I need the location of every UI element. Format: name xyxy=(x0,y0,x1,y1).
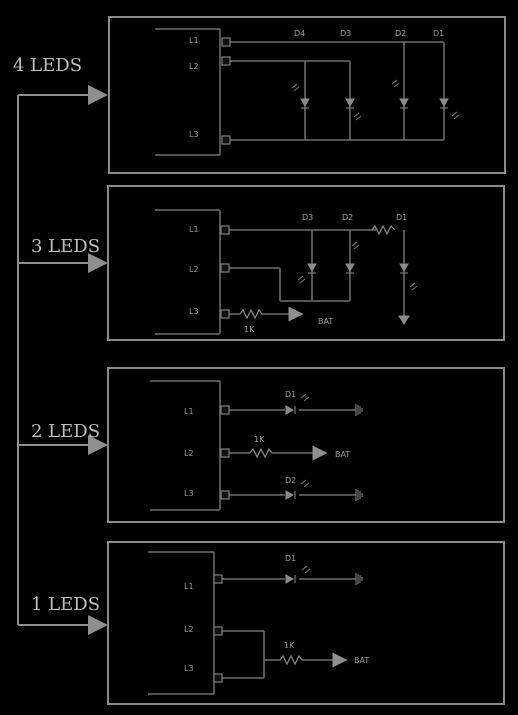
section-3-leds-d1-label: D1 xyxy=(396,213,407,222)
section-4-leds-d1-glow-icon xyxy=(451,111,460,120)
section-2-leds-l3-connector xyxy=(220,490,230,500)
section-3-leds-d3-glow-icon xyxy=(297,275,306,284)
section-4-leds-title: 4 LEDS xyxy=(13,55,82,76)
section-4-leds-d2-glow-icon xyxy=(391,79,400,88)
section-1-leds-ground-icon xyxy=(355,573,363,585)
section-2-leds: 2 LEDS L1 L2 L3 D1 D2 xyxy=(31,367,505,523)
section-1-leds-resistor-label: 1K xyxy=(284,641,295,650)
section-2-leds-bat-label: BAT xyxy=(335,450,350,459)
section-1-leds-l3-connector xyxy=(213,673,223,683)
section-4-leds-d2-icon xyxy=(399,98,409,108)
section-1-leds-l2-label: L2 xyxy=(184,625,194,634)
section-3-leds-l2-connector xyxy=(220,263,230,273)
section-4-leds-l3-label: L3 xyxy=(189,130,199,139)
section-2-leds-d1-label: D1 xyxy=(285,390,296,399)
section-4-leds-l1-label: L1 xyxy=(189,36,199,45)
section-1-leds-d1-label: D1 xyxy=(285,554,296,563)
section-3-leds-l1-label: L1 xyxy=(189,225,199,234)
section-3-leds-top-resistor-icon xyxy=(371,224,396,236)
section-2-leds-d2-glow-icon xyxy=(300,479,310,488)
section-3-leds-resistor-label: 1K xyxy=(244,325,255,334)
section-2-leds-title: 2 LEDS xyxy=(31,421,100,442)
section-2-leds-l3-label: L3 xyxy=(184,489,194,498)
section-4-leds-d3-glow-icon xyxy=(353,112,362,121)
section-1-leds-d1-glow-icon xyxy=(301,565,311,574)
section-2-leds-ground-1-icon xyxy=(355,404,363,416)
section-3-leds-l3-label: L3 xyxy=(189,307,199,316)
section-2-leds-d1-glow-icon xyxy=(300,393,310,402)
left-bus xyxy=(17,85,108,635)
section-2-leds-d1-icon xyxy=(285,405,295,415)
section-3-leds-d1-icon xyxy=(399,263,409,273)
section-4-leds-l2-connector xyxy=(221,56,231,66)
section-3-leds-d2-icon xyxy=(345,263,355,273)
section-3-leds-bat-label: BAT xyxy=(318,317,333,326)
section-4-leds-d2-label: D2 xyxy=(395,29,406,38)
section-1-leds-bat-label: BAT xyxy=(354,656,369,665)
section-4-leds-d4-glow-icon xyxy=(291,83,300,92)
section-3-leds-d2-glow-icon xyxy=(351,241,360,250)
section-2-leds-d2-label: D2 xyxy=(285,476,296,485)
section-3-leds-d3-label: D3 xyxy=(302,213,313,222)
section-4-leds-frame xyxy=(108,16,506,174)
section-3-leds-l1-connector xyxy=(220,225,230,235)
section-2-leds-d2-icon xyxy=(285,490,295,500)
section-3-leds: 3 LEDS L1 L2 L3 D3 D2 D1 1K xyxy=(31,185,505,341)
section-4-leds-d3-label: D3 xyxy=(340,29,351,38)
section-1-leds: 1 LEDS L1 L2 L3 D1 1K B xyxy=(31,541,505,705)
section-2-leds-resistor-label: 1K xyxy=(254,435,265,444)
section-3-leds-l3-connector xyxy=(220,309,230,319)
section-4-leds-d4-label: D4 xyxy=(294,29,305,38)
section-1-leds-frame xyxy=(107,541,505,705)
section-2-leds-resistor-icon xyxy=(249,447,273,459)
section-1-leds-l1-connector xyxy=(213,574,223,584)
section-3-leds-ground-icon xyxy=(398,315,410,325)
section-3-leds-d1-glow-icon xyxy=(409,282,418,291)
section-2-leds-l1-label: L1 xyxy=(184,407,194,416)
section-4-leds-l2-label: L2 xyxy=(189,62,199,71)
section-3-leds-bottom-resistor-icon xyxy=(239,308,263,320)
section-3-leds-title: 3 LEDS xyxy=(31,236,100,257)
section-4-leds-l1-connector xyxy=(221,37,231,47)
section-2-leds-frame xyxy=(107,367,505,523)
section-2-leds-l2-connector xyxy=(220,448,230,458)
section-1-leds-title: 1 LEDS xyxy=(31,594,100,615)
section-2-leds-l1-connector xyxy=(220,405,230,415)
section-4-leds-d1-icon xyxy=(439,98,449,108)
section-3-leds-d3-icon xyxy=(307,263,317,273)
section-4-leds-d3-icon xyxy=(345,98,355,108)
section-2-leds-l2-label: L2 xyxy=(184,449,194,458)
section-1-leds-l2-connector xyxy=(213,626,223,636)
section-3-leds-frame xyxy=(107,185,505,341)
section-4-leds-l3-connector xyxy=(221,135,231,145)
section-1-leds-d1-icon xyxy=(285,574,295,584)
section-4-leds-d1-label: D1 xyxy=(433,29,444,38)
section-1-leds-resistor-icon xyxy=(279,654,303,666)
section-4-leds: 4 LEDS L1 L2 L3 D4 D3 D2 D1 xyxy=(13,16,506,174)
section-3-leds-l2-label: L2 xyxy=(189,265,199,274)
section-3-leds-d2-label: D2 xyxy=(342,213,353,222)
section-1-leds-l1-label: L1 xyxy=(184,582,194,591)
section-4-leds-d4-icon xyxy=(300,98,310,108)
section-2-leds-ground-2-icon xyxy=(355,489,363,501)
section-1-leds-l3-label: L3 xyxy=(184,664,194,673)
